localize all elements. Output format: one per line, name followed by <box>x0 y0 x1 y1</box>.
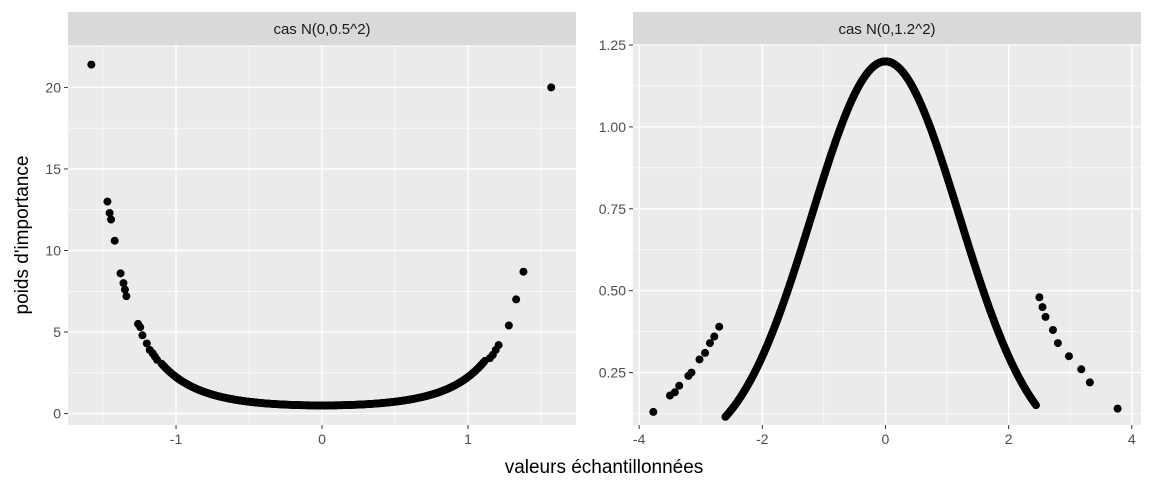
data-point <box>138 331 147 340</box>
panel-normal-0-5: cas N(0,0.5^2) -1 0 1 0 5 10 15 20 <box>45 12 576 447</box>
data-point <box>1032 401 1040 410</box>
data-point <box>119 279 128 288</box>
facet-strip <box>68 12 576 45</box>
data-point <box>1035 293 1044 302</box>
data-point <box>710 332 719 341</box>
y-tick-label: 1.00 <box>599 119 626 135</box>
data-point <box>519 267 528 276</box>
data-point <box>701 348 710 357</box>
data-point <box>485 354 494 363</box>
x-axis-title: valeurs échantillonnées <box>505 457 704 478</box>
data-point <box>87 60 96 69</box>
x-tick-label: -4 <box>633 431 646 447</box>
data-point <box>512 295 521 304</box>
data-point <box>1038 303 1047 312</box>
x-tick-label: 4 <box>1128 431 1136 447</box>
y-tick-label: 10 <box>45 242 61 258</box>
x-tick-label: 1 <box>464 431 472 447</box>
data-point <box>136 323 145 332</box>
y-tick-label: 0.25 <box>599 365 626 381</box>
y-tick-label: 20 <box>45 79 61 95</box>
y-tick-label: 0 <box>53 406 61 422</box>
data-point <box>107 215 116 224</box>
data-point <box>687 368 696 377</box>
y-tick-label: 1.25 <box>599 37 626 53</box>
data-points <box>87 60 556 410</box>
data-point <box>105 208 114 217</box>
panel-background <box>633 45 1141 425</box>
data-point <box>649 407 658 416</box>
data-point <box>1077 365 1086 374</box>
data-point <box>1048 326 1057 334</box>
y-tick-label: 15 <box>45 161 61 177</box>
x-axis-ticks: -1 0 1 <box>170 425 472 447</box>
data-point <box>1113 404 1122 413</box>
y-axis-ticks: 0.25 0.50 0.75 1.00 1.25 <box>599 37 633 381</box>
grid-lines <box>633 44 1141 425</box>
panel-normal-1-2: cas N(0,1.2^2) -4 -2 0 2 4 0.25 0.50 0.75 1.00 1… <box>599 12 1141 447</box>
data-point <box>1064 352 1073 361</box>
y-tick-label: 0.50 <box>599 283 626 299</box>
data-point <box>547 83 556 92</box>
x-tick-label: 2 <box>1005 431 1013 447</box>
data-point <box>675 381 684 390</box>
grid-lines <box>68 45 576 425</box>
data-point <box>1085 378 1094 387</box>
data-point <box>1053 339 1062 348</box>
data-point <box>715 322 724 331</box>
data-point <box>103 197 112 206</box>
facet-title: cas N(0,0.5^2) <box>273 21 370 38</box>
x-tick-label: -1 <box>170 431 183 447</box>
data-point <box>670 388 679 397</box>
data-point <box>695 355 704 364</box>
data-point <box>705 339 714 348</box>
x-tick-label: -2 <box>756 431 769 447</box>
data-point <box>110 236 119 245</box>
data-points <box>649 57 1122 421</box>
facet-strip <box>633 12 1141 45</box>
data-point <box>504 321 513 330</box>
x-tick-label: 0 <box>882 431 890 447</box>
facet-title: cas N(0,1.2^2) <box>838 21 935 38</box>
x-axis-ticks: -4 -2 0 2 4 <box>633 425 1136 447</box>
y-tick-label: 0.75 <box>599 201 626 217</box>
y-axis-ticks: 0 5 10 15 20 <box>45 79 68 422</box>
data-point <box>1041 312 1050 321</box>
y-axis-title: poids d'importance <box>12 156 33 315</box>
data-point <box>153 355 162 364</box>
x-tick-label: 0 <box>318 431 326 447</box>
data-point <box>142 339 151 348</box>
data-point <box>122 292 131 301</box>
data-point <box>120 285 129 294</box>
data-point <box>116 269 125 278</box>
y-tick-label: 5 <box>53 324 61 340</box>
